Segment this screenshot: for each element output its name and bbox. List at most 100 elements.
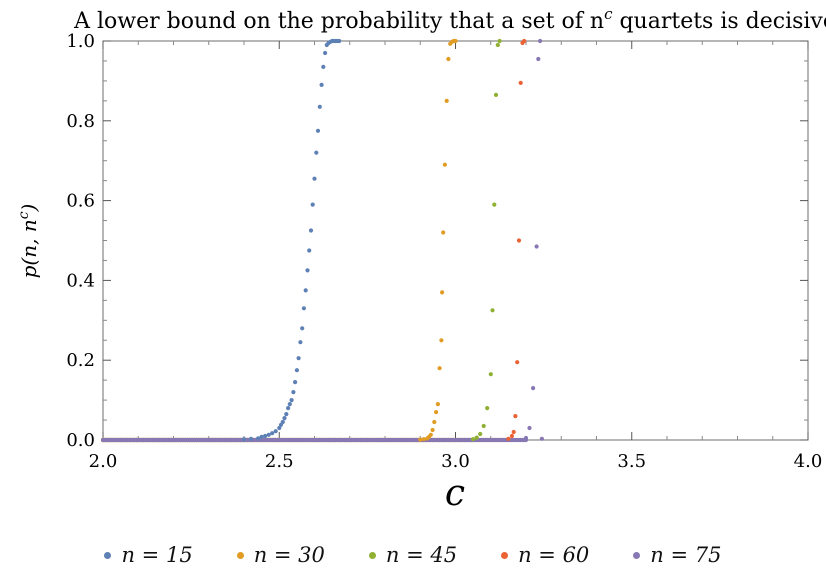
data-point (492, 202, 497, 207)
data-point (298, 340, 303, 345)
data-point (315, 128, 321, 133)
data-point (337, 38, 342, 44)
y-tick-label: 0.2 (66, 350, 95, 371)
data-point (301, 306, 306, 311)
data-point (418, 437, 423, 442)
data-point (317, 104, 322, 109)
legend-item: n = 60 (501, 543, 589, 567)
data-point (291, 390, 296, 395)
data-point (490, 308, 495, 313)
data-point (518, 80, 523, 85)
data-point (241, 437, 247, 442)
data-points (100, 38, 545, 443)
data-point (471, 437, 476, 442)
legend-marker (236, 551, 244, 559)
data-point (432, 419, 437, 425)
legend-item: n = 30 (236, 543, 325, 567)
x-axis: 2.0 2.5 3.0 3.5 4.0 (89, 41, 823, 472)
data-point (515, 360, 520, 365)
data-point (474, 435, 479, 440)
data-point (421, 437, 426, 442)
data-point (534, 244, 539, 249)
x-tick-label: 3.0 (441, 451, 470, 472)
x-tick-label: 4.0 (794, 451, 823, 472)
legend-item: n = 75 (633, 543, 722, 567)
data-point (435, 402, 440, 407)
data-point (300, 326, 305, 331)
data-point (522, 38, 527, 44)
legend-marker (501, 551, 509, 559)
data-point (485, 406, 490, 411)
data-point (434, 410, 439, 415)
data-point (538, 38, 543, 44)
legend-marker (633, 551, 641, 559)
data-point (303, 288, 308, 293)
data-point (442, 162, 447, 167)
data-point (441, 230, 446, 235)
x-tick-label: 3.5 (617, 451, 646, 472)
y-tick-label: 0.4 (66, 270, 95, 291)
data-point (284, 412, 289, 417)
x-tick-label: 2.5 (265, 451, 294, 472)
data-point (497, 38, 502, 44)
chart-title: A lower bound on the probability that a … (73, 5, 826, 34)
data-point (270, 431, 275, 436)
legend-label: n = 15 (121, 543, 193, 567)
legend-marker (368, 551, 376, 559)
y-axis: 0.0 0.2 0.4 0.6 0.8 1.0 (66, 31, 808, 451)
data-point (310, 202, 315, 207)
legend-label: n = 45 (385, 543, 458, 567)
data-point (453, 38, 458, 44)
y-tick-label: 0.8 (66, 111, 95, 132)
data-point (440, 290, 445, 295)
data-point (488, 372, 493, 377)
data-point (506, 436, 511, 441)
legend-marker (104, 551, 112, 559)
x-tick-label: 2.0 (89, 451, 118, 472)
data-point (256, 436, 261, 441)
legend-label: n = 60 (518, 543, 590, 567)
data-point (509, 433, 514, 439)
data-point (277, 425, 282, 431)
y-tick-label: 0.6 (66, 191, 95, 212)
legend-label: n = 75 (650, 543, 722, 567)
data-point (307, 248, 312, 253)
data-point (428, 432, 433, 437)
y-tick-label: 0.0 (66, 430, 95, 451)
data-point (293, 380, 298, 385)
data-point (312, 176, 317, 181)
data-point (523, 435, 529, 441)
data-point (286, 406, 291, 411)
legend-item: n = 15 (104, 543, 193, 567)
data-point (531, 386, 536, 391)
data-point (323, 50, 328, 56)
legend-item: n = 45 (368, 543, 458, 567)
data-point (493, 92, 499, 97)
data-point (308, 228, 314, 233)
plot-frame (102, 40, 809, 441)
data-point (539, 436, 545, 441)
data-point (280, 419, 285, 425)
data-point (263, 433, 268, 439)
data-point (437, 366, 442, 371)
data-point (511, 429, 516, 435)
data-point (516, 238, 522, 243)
data-point (305, 268, 310, 273)
data-point (481, 423, 486, 429)
data-point (282, 416, 287, 421)
x-axis-label: c (445, 473, 465, 514)
data-point (527, 425, 532, 431)
y-axis-label: p(n, nc) (16, 204, 41, 279)
data-point (287, 402, 292, 407)
data-point (446, 56, 451, 62)
data-point (495, 42, 500, 48)
data-point (314, 150, 319, 155)
data-point (439, 338, 444, 343)
data-point (296, 356, 301, 361)
data-point (259, 434, 264, 439)
data-point (266, 432, 271, 437)
data-point (248, 436, 254, 441)
y-tick-label: 1.0 (66, 31, 95, 52)
data-point (513, 414, 518, 419)
